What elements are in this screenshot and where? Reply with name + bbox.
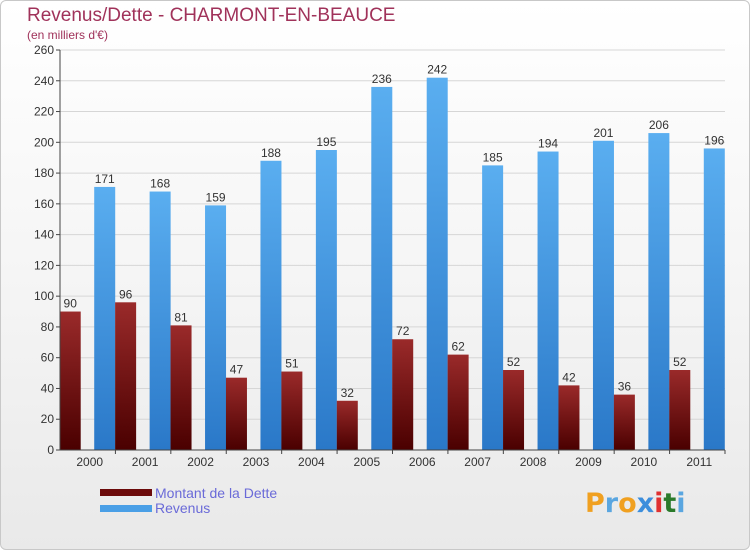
x-tick-label: 2002 bbox=[187, 455, 214, 469]
proxiti-logo: Proxiti bbox=[585, 488, 686, 519]
data-label-dette: 36 bbox=[618, 380, 632, 394]
chart-title: Revenus/Dette - CHARMONT-EN-BEAUCE bbox=[27, 5, 396, 26]
bar-revenus bbox=[648, 133, 670, 451]
data-label-revenus: 201 bbox=[593, 126, 613, 140]
data-label-revenus: 236 bbox=[372, 72, 392, 86]
legend-label-revenus: Revenus bbox=[155, 500, 211, 516]
y-tick-label: 220 bbox=[34, 105, 54, 119]
legend-swatch-revenus bbox=[100, 505, 152, 512]
x-tick-label: 2008 bbox=[520, 455, 547, 469]
bar-dette bbox=[558, 385, 580, 450]
logo-letter: r bbox=[604, 488, 619, 519]
bar-dette bbox=[281, 371, 303, 450]
bar-revenus bbox=[482, 165, 504, 450]
y-tick-label: 240 bbox=[34, 74, 54, 88]
y-tick-label: 140 bbox=[34, 228, 54, 242]
x-tick-label: 2007 bbox=[464, 455, 491, 469]
x-tick-label: 2005 bbox=[353, 455, 380, 469]
y-tick-label: 60 bbox=[41, 351, 55, 365]
labels-layer: 90 171 96 168 81 159 47 188 51 195 32 236 72 242 62 185… bbox=[64, 63, 725, 400]
data-label-revenus: 196 bbox=[704, 133, 724, 147]
bar-dette bbox=[115, 302, 137, 450]
data-label-dette: 42 bbox=[562, 370, 576, 384]
x-tick-label: 2006 bbox=[409, 455, 436, 469]
x-tick-label: 2011 bbox=[686, 455, 712, 469]
bar-dette bbox=[59, 311, 81, 450]
y-tick-label: 100 bbox=[34, 289, 54, 303]
x-tick-label: 2010 bbox=[631, 455, 658, 469]
bar-revenus bbox=[149, 191, 171, 451]
bar-revenus bbox=[592, 140, 614, 450]
x-tick-label: 2000 bbox=[76, 455, 103, 469]
bar-revenus bbox=[537, 151, 559, 451]
logo-letter: x bbox=[636, 488, 655, 519]
data-label-revenus: 195 bbox=[316, 135, 336, 149]
y-tick-label: 40 bbox=[41, 381, 55, 395]
y-tick-label: 180 bbox=[34, 166, 54, 180]
data-label-dette: 51 bbox=[285, 357, 299, 371]
bar-revenus bbox=[315, 150, 337, 450]
bar-dette bbox=[336, 400, 358, 450]
data-label-revenus: 185 bbox=[483, 150, 503, 164]
y-tick-label: 0 bbox=[47, 443, 54, 457]
data-label-dette: 72 bbox=[396, 324, 410, 338]
bar-dette bbox=[447, 354, 469, 450]
bar-dette bbox=[613, 394, 635, 450]
data-label-dette: 32 bbox=[341, 386, 355, 400]
bar-revenus bbox=[205, 205, 227, 450]
logo-letter: i bbox=[654, 488, 664, 519]
data-label-dette: 81 bbox=[174, 310, 188, 324]
data-label-revenus: 206 bbox=[649, 118, 669, 132]
bar-dette bbox=[669, 370, 691, 450]
bars-layer bbox=[59, 77, 725, 451]
data-label-revenus: 188 bbox=[261, 146, 281, 160]
data-label-revenus: 171 bbox=[95, 172, 115, 186]
bar-dette bbox=[225, 377, 247, 450]
data-label-revenus: 194 bbox=[538, 137, 558, 151]
data-label-dette: 52 bbox=[673, 355, 687, 369]
bar-dette bbox=[170, 325, 192, 450]
data-label-revenus: 159 bbox=[206, 190, 226, 204]
bar-revenus bbox=[426, 77, 448, 450]
logo-letter: t bbox=[663, 488, 677, 519]
y-tick-label: 200 bbox=[34, 135, 54, 149]
bar-dette bbox=[392, 339, 414, 450]
bar-revenus bbox=[371, 86, 393, 450]
bar-revenus bbox=[703, 148, 725, 450]
bar-dette bbox=[503, 370, 525, 450]
data-label-dette: 52 bbox=[507, 355, 521, 369]
y-tick-label: 160 bbox=[34, 197, 54, 211]
data-label-revenus: 242 bbox=[427, 63, 447, 77]
bar-revenus bbox=[260, 160, 282, 450]
data-label-dette: 96 bbox=[119, 287, 133, 301]
logo-letter: P bbox=[585, 488, 605, 519]
chart-subtitle: (en milliers d'€) bbox=[27, 28, 108, 42]
x-tick-label: 2001 bbox=[132, 455, 159, 469]
data-label-dette: 62 bbox=[451, 340, 465, 354]
data-label-revenus: 168 bbox=[150, 177, 170, 191]
logo-letter: i bbox=[676, 488, 686, 519]
x-tick-label: 2003 bbox=[243, 455, 270, 469]
data-label-dette: 90 bbox=[64, 297, 78, 311]
bar-revenus bbox=[94, 186, 116, 450]
x-tick-label: 2009 bbox=[575, 455, 602, 469]
y-tick-label: 120 bbox=[34, 258, 54, 272]
y-tick-label: 20 bbox=[41, 412, 55, 426]
x-tick-label: 2004 bbox=[298, 455, 325, 469]
legend-label-dette: Montant de la Dette bbox=[155, 485, 278, 501]
axis-layer: 0 20 40 60 80 100 120 140 160 180 200 220 240 260 2000… bbox=[34, 43, 726, 469]
y-tick-label: 260 bbox=[34, 43, 54, 57]
legend-swatch-dette bbox=[100, 489, 152, 496]
y-tick-label: 80 bbox=[41, 320, 55, 334]
data-label-dette: 47 bbox=[230, 363, 244, 377]
logo-letter: o bbox=[618, 488, 637, 519]
